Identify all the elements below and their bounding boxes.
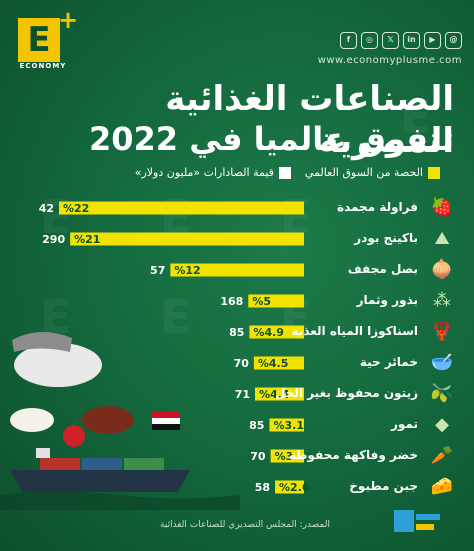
share-bar <box>269 418 304 432</box>
vegetables-icon: 🥕 <box>430 445 454 466</box>
plate-illustration <box>14 343 102 387</box>
ship-containers-green <box>124 458 164 470</box>
flag-egypt-white <box>152 418 180 424</box>
share-label: %4.9 <box>253 326 284 339</box>
baking-powder-icon: ⛰ <box>434 228 450 249</box>
value-label: 70 <box>250 450 266 463</box>
value-label: 85 <box>249 419 264 432</box>
share-label: %3.1 <box>273 419 304 432</box>
share-bar <box>59 201 304 215</box>
value-label: 70 <box>234 357 250 370</box>
share-bar <box>253 356 304 370</box>
instagram-icon[interactable]: ◎ <box>361 32 378 49</box>
value-label: 85 <box>229 326 244 339</box>
value-label: 71 <box>235 388 250 401</box>
category-label: جبن مطبوخ <box>349 479 418 493</box>
flag-egypt-red <box>152 412 180 418</box>
facebook-icon[interactable]: f <box>340 32 357 49</box>
category-label: خمائر حية <box>359 355 418 369</box>
watermark: E <box>160 290 192 344</box>
category-label: خضر وفاكهة محفوظة <box>288 448 418 462</box>
website-url[interactable]: www.economyplusme.com <box>317 55 462 66</box>
chart-legend: الحصة من السوق العالمي قيمة الصادارات «م… <box>135 166 440 179</box>
hand-illustration <box>12 331 72 352</box>
value-label: 57 <box>150 264 165 277</box>
ship-containers-red <box>40 458 80 470</box>
threads-icon[interactable]: @ <box>445 32 462 49</box>
brand-name: ECONOMY <box>19 62 67 70</box>
flour-bowl-illustration <box>10 408 54 432</box>
share-bar <box>270 449 304 463</box>
watermark: E <box>400 90 432 144</box>
share-label: %4.4 <box>259 388 290 401</box>
council-logo-f <box>394 510 414 532</box>
onion-icon: 🧅 <box>430 259 454 280</box>
category-label: باكينج بودر <box>354 231 418 245</box>
share-bar <box>275 480 304 494</box>
category-label: تمور <box>391 417 418 431</box>
brand-logo: E + ECONOMY <box>12 8 78 70</box>
share-label: %5 <box>252 295 271 308</box>
brand-plus-icon: + <box>58 6 79 34</box>
cheese-icon: 🧀 <box>430 476 454 497</box>
legend-label-share: الحصة من السوق العالمي <box>304 166 423 179</box>
legend-swatch-value <box>278 166 291 179</box>
share-label: %4.5 <box>258 357 289 370</box>
strawberry-illustration <box>63 425 85 447</box>
legend-label-value: قيمة الصادارات «مليون دولار» <box>134 166 274 179</box>
value-label: 290 <box>42 233 65 246</box>
source-note: المصدر: المجلس التصديري للصناعات الغذائي… <box>160 520 330 530</box>
share-label: %12 <box>174 264 200 277</box>
illustration <box>0 331 240 510</box>
seeds-icon: ⁂ <box>433 290 451 311</box>
strawberry-icon: 🍓 <box>430 197 454 218</box>
share-label: %3 <box>275 450 294 463</box>
share-bar <box>70 232 305 246</box>
chart-title-line1: الصناعات الغذائية المصرية <box>165 79 454 161</box>
council-logo-bar <box>416 514 440 520</box>
legend-swatch-share <box>428 166 440 179</box>
brand-letter: E <box>18 18 60 62</box>
value-label: 58 <box>255 481 270 494</box>
ship-bridge <box>36 448 50 458</box>
share-label: %2.6 <box>279 481 310 494</box>
share-label: %21 <box>74 233 100 246</box>
youtube-icon[interactable]: ▶ <box>424 32 441 49</box>
sea-waves-illustration <box>0 491 240 510</box>
category-label: زيتون محفوظ بغير الخل <box>275 386 418 400</box>
share-bar <box>248 294 304 308</box>
share-label: %22 <box>63 202 89 215</box>
watermark: E <box>40 190 72 244</box>
council-logo <box>394 510 440 532</box>
value-label: 42 <box>39 202 54 215</box>
bars-layer: %22 42 %21 290 %12 57 %5 168 %4.9 85 %4.5 70 %4.4 71%… <box>39 201 310 494</box>
olive-icon: 🫒 <box>430 383 454 404</box>
category-label: بصل مجفف <box>347 262 418 276</box>
flag-egypt-black <box>152 424 180 430</box>
share-bar <box>249 325 304 339</box>
twitter-icon[interactable]: 𝕏 <box>382 32 399 49</box>
crayfish-icon: 🦞 <box>430 321 454 342</box>
category-label: اسناكوزا المياه العذبة <box>291 324 418 338</box>
council-logo-bar2 <box>416 524 434 530</box>
ship-containers-blue <box>82 458 122 470</box>
legend-item-value: قيمة الصادارات «مليون دولار» <box>135 166 291 179</box>
category-label: بذور وثمار <box>356 293 418 307</box>
value-label: 168 <box>220 295 243 308</box>
dates-icon: ◆ <box>435 414 449 435</box>
linkedin-icon[interactable]: in <box>403 32 420 49</box>
yeast-icon: 🥣 <box>430 352 454 373</box>
chart-title-line2: تتفوق عالميا في 2022 <box>88 120 454 158</box>
share-bar <box>170 263 304 277</box>
category-label: فراولة مجمدة <box>337 200 418 214</box>
ship-hull-illustration <box>10 470 190 492</box>
share-bar <box>255 387 304 401</box>
legend-item-share: الحصة من السوق العالمي <box>305 166 440 179</box>
dates-bowl-illustration <box>82 406 134 434</box>
